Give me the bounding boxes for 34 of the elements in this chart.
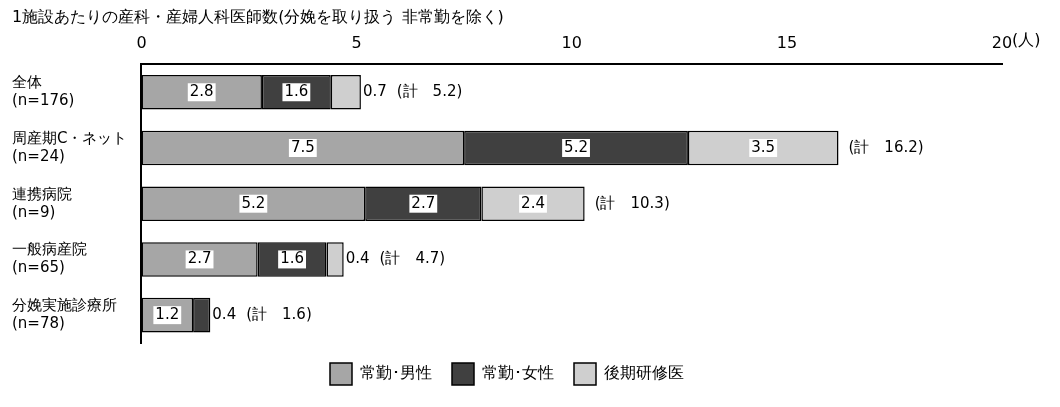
data-label: 2.7: [187, 249, 212, 268]
data-label: 1.6: [280, 249, 304, 268]
y-tick-label: 連携病院 (n=9): [12, 184, 72, 221]
total-label: (計 16.2): [848, 137, 924, 156]
data-label: 0.4: [345, 249, 370, 268]
y-tick-label: 分娩実施診療所 (n=78): [12, 296, 117, 333]
x-tick-label: 0: [136, 32, 147, 52]
x-tick-label: 5: [351, 32, 362, 52]
x-tick-label: 15: [776, 32, 798, 52]
total-label: (計 1.6): [246, 305, 312, 324]
total-label: (計 10.3): [594, 193, 670, 212]
data-label: 0.7: [362, 82, 387, 101]
data-label: 2.4: [521, 193, 545, 212]
data-label: 1.6: [284, 82, 309, 101]
data-label: 2.7: [411, 193, 436, 212]
data-label: 0.4: [212, 305, 237, 324]
total-label: (計 4.7): [379, 249, 446, 268]
x-axis-title: (人): [1012, 30, 1041, 50]
data-label: 5.2: [241, 193, 266, 212]
y-tick-label: 全体 (n=176): [12, 73, 75, 110]
legend-label: 常勤･女性: [482, 363, 554, 383]
y-tick-label: 一般病産院 (n=65): [12, 240, 87, 277]
chart-title: 1施設あたりの産科・産婦人科医師数(分娩を取り扱う 非常勤を除く): [12, 6, 504, 26]
data-label: 5.2: [564, 137, 588, 156]
x-tick-label: 20: [991, 32, 1013, 52]
x-tick-label: 10: [561, 32, 582, 52]
total-label: (計 5.2): [396, 82, 463, 101]
data-label: 2.8: [189, 82, 214, 101]
y-tick-label: 周産期C・ネット (n=24): [12, 128, 128, 165]
legend-label: 常勤･男性: [360, 363, 432, 383]
legend-label: 後期研修医: [604, 363, 684, 383]
data-label: 7.5: [290, 137, 315, 156]
data-label: 1.2: [155, 305, 180, 324]
data-label: 3.5: [751, 137, 776, 156]
